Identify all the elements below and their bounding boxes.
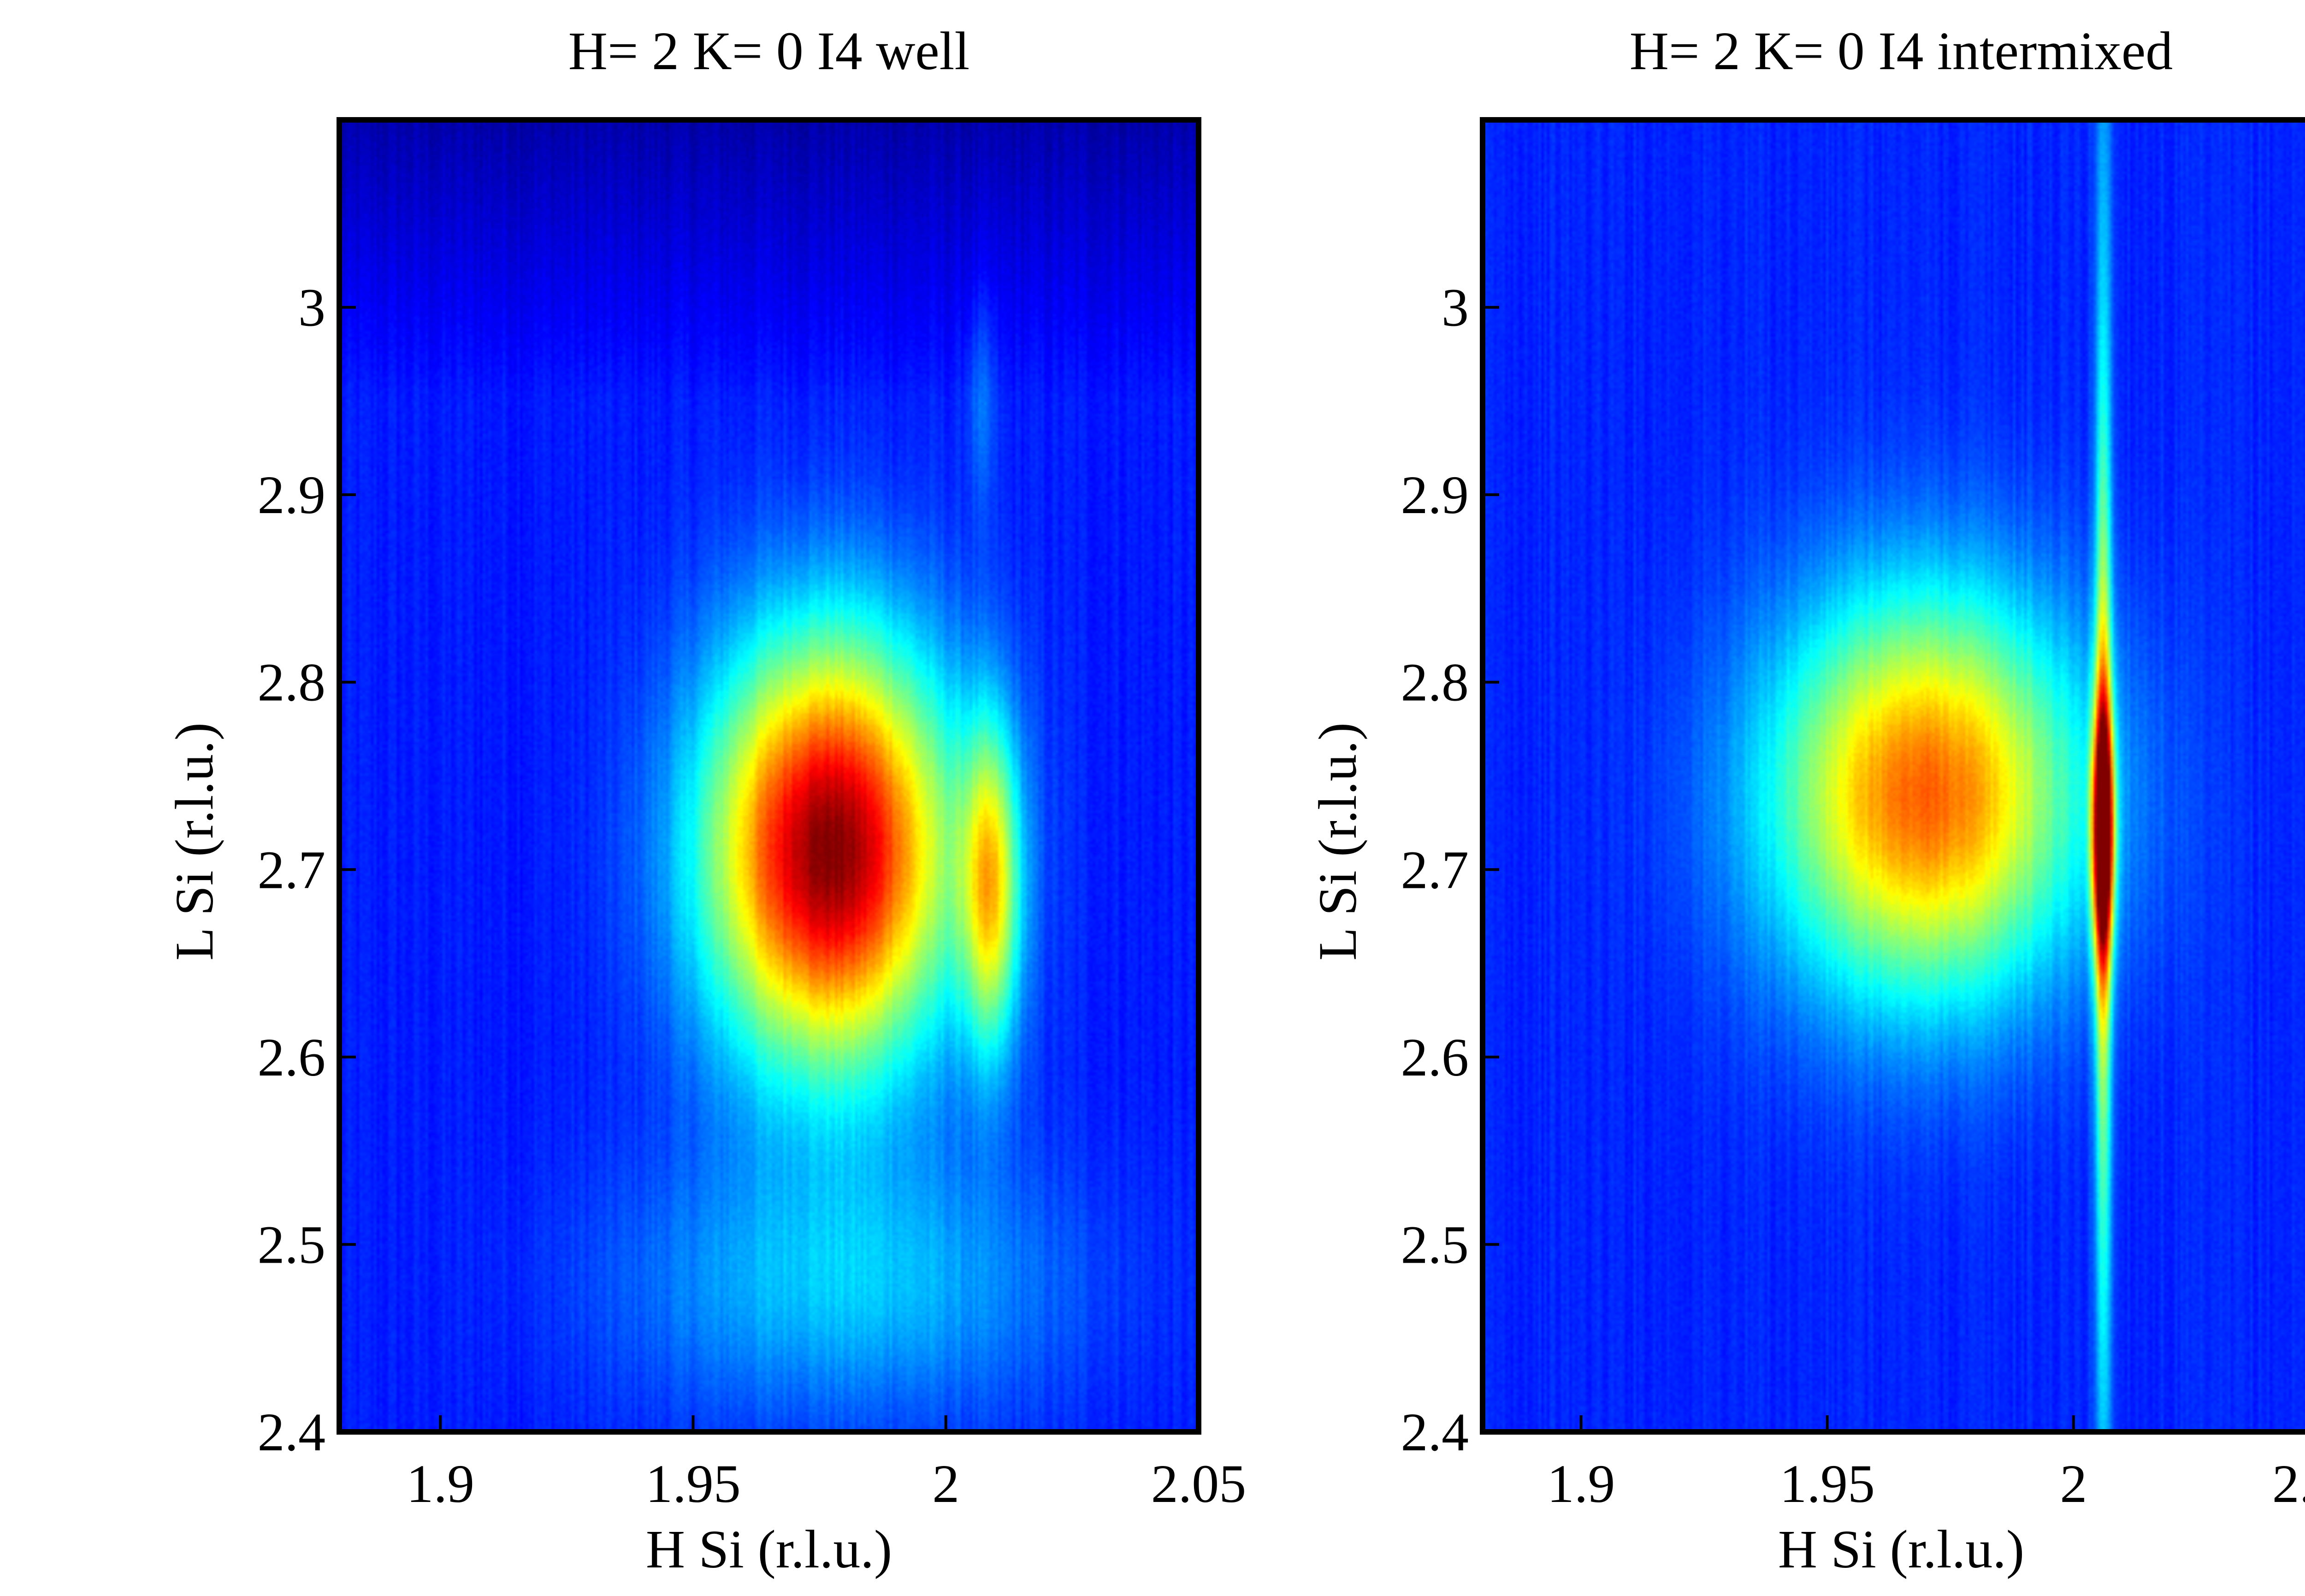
y-tick-label-2.9: 2.9 — [258, 465, 326, 525]
plot-frame — [337, 117, 1201, 1435]
heatmap-panel-1: H= 2 K= 0 I4 well 1.9 1.95 2 2.05 2.4 2.5 2.6 2.… — [164, 21, 1246, 1579]
y-tick-label-2.7: 2.7 — [258, 839, 326, 900]
chart-title: H= 2 K= 0 I4 well — [568, 21, 969, 81]
x-axis-label: H Si (r.l.u.) — [646, 1519, 892, 1579]
x-tick-label-1.9: 1.9 — [407, 1454, 475, 1514]
y-axis-label: L Si (r.l.u.) — [164, 722, 225, 961]
y-axis-label: L Si (r.l.u.) — [1307, 722, 1368, 961]
y-tick-label-2.5: 2.5 — [258, 1214, 326, 1275]
y-tick-label-2.4: 2.4 — [258, 1402, 326, 1462]
x-tick-label-2: 2 — [932, 1454, 959, 1514]
y-tick-label-2.6: 2.6 — [258, 1027, 326, 1088]
x-tick-label-2.05: 2.05 — [2272, 1454, 2305, 1514]
heatmap-image — [1483, 120, 2305, 1432]
y-tick-label-2.6: 2.6 — [1401, 1027, 1469, 1088]
y-tick-label-2.8: 2.8 — [1401, 652, 1469, 713]
x-tick-label-1.95: 1.95 — [645, 1454, 741, 1514]
y-tick-label-2.5: 2.5 — [1401, 1214, 1469, 1275]
x-tick-label-2: 2 — [2060, 1454, 2087, 1514]
x-tick-label-1.95: 1.95 — [1780, 1454, 1875, 1514]
plot-frame — [1480, 117, 2305, 1435]
y-tick-label-2.9: 2.9 — [1401, 465, 1469, 525]
heatmap-image — [339, 120, 1199, 1432]
y-tick-label-3: 3 — [1442, 278, 1469, 338]
y-tick-label-2.8: 2.8 — [258, 652, 326, 713]
x-tick-label-1.9: 1.9 — [1547, 1454, 1615, 1514]
chart-title: H= 2 K= 0 I4 intermixed — [1630, 21, 2173, 81]
x-axis-label: H Si (r.l.u.) — [1778, 1519, 2024, 1579]
y-tick-label-3: 3 — [298, 278, 325, 338]
heatmap-panel-2: H= 2 K= 0 I4 intermixed 1.9 1.95 2 2.05 2.4 2.… — [1307, 21, 2305, 1579]
y-tick-label-2.4: 2.4 — [1401, 1402, 1469, 1462]
x-tick-label-2.05: 2.05 — [1151, 1454, 1247, 1514]
y-tick-label-2.7: 2.7 — [1401, 839, 1469, 900]
